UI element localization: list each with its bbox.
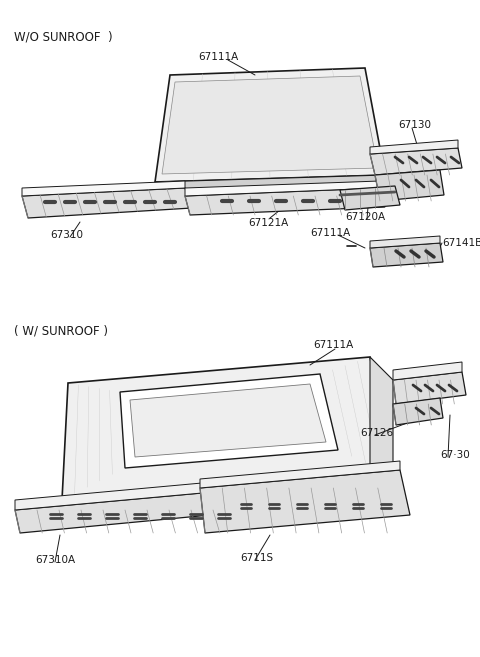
Text: ( W/ SUNROOF ): ( W/ SUNROOF ) xyxy=(14,325,108,338)
Text: 67111A: 67111A xyxy=(310,228,350,238)
Polygon shape xyxy=(393,372,466,404)
Polygon shape xyxy=(62,357,393,500)
Polygon shape xyxy=(120,374,338,468)
Polygon shape xyxy=(185,188,385,215)
Polygon shape xyxy=(162,76,378,174)
Polygon shape xyxy=(155,175,388,196)
Text: 67310: 67310 xyxy=(50,230,83,240)
Text: 67111A: 67111A xyxy=(198,52,238,62)
Polygon shape xyxy=(340,186,400,210)
Polygon shape xyxy=(370,236,440,248)
Polygon shape xyxy=(155,68,385,182)
Text: W/O SUNROOF  ): W/O SUNROOF ) xyxy=(14,30,113,43)
Polygon shape xyxy=(370,140,458,154)
Text: 6711S: 6711S xyxy=(240,553,273,563)
Text: 67·30: 67·30 xyxy=(440,450,470,460)
Polygon shape xyxy=(130,384,326,457)
Polygon shape xyxy=(200,461,400,488)
Polygon shape xyxy=(15,480,235,510)
Polygon shape xyxy=(370,243,443,267)
Text: 67130: 67130 xyxy=(398,120,431,130)
Text: 67126: 67126 xyxy=(360,428,393,438)
Polygon shape xyxy=(370,148,462,175)
Text: 67141B: 67141B xyxy=(442,238,480,248)
Polygon shape xyxy=(375,170,444,201)
Polygon shape xyxy=(62,475,397,515)
Polygon shape xyxy=(22,188,192,218)
Polygon shape xyxy=(200,470,410,533)
Text: 67120A: 67120A xyxy=(345,212,385,222)
Polygon shape xyxy=(393,398,443,425)
Polygon shape xyxy=(15,490,242,533)
Polygon shape xyxy=(370,357,393,475)
Polygon shape xyxy=(185,181,380,196)
Polygon shape xyxy=(22,181,185,196)
Text: 67310A: 67310A xyxy=(35,555,75,565)
Polygon shape xyxy=(393,362,462,380)
Text: 67121A: 67121A xyxy=(248,218,288,228)
Text: 67111A: 67111A xyxy=(313,340,353,350)
Text: 67126: 67126 xyxy=(398,175,431,185)
